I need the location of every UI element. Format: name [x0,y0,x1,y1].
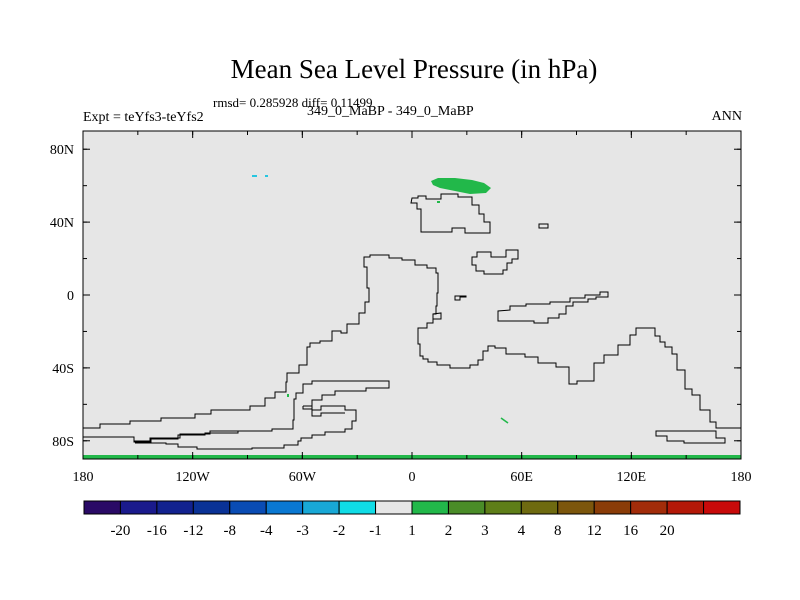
colorbar-swatch [557,500,595,515]
coastline-small-patch [432,312,442,320]
colorbar-swatch [593,500,632,515]
colorbar-swatch [83,500,121,515]
x-tick-label: 60E [510,470,533,485]
experiment-label: Expt = teYfs3-teYfs2 [83,110,204,125]
coastlines [82,193,741,450]
colorbar-swatch [484,500,522,515]
colorbar-label: -2 [333,523,346,539]
anomaly-patch-arctic [431,178,491,194]
anomaly-speck [252,175,257,177]
map-field-background [83,131,741,459]
colorbar-label: -4 [260,523,273,539]
axis-ticks: 180 120W 60W 0 60E 120E 180 80N 40N 0 40S 80S [50,131,752,485]
colorbar-swatch [447,500,486,515]
colorbar-swatch [192,500,231,515]
colorbar-swatch [338,500,377,515]
colorbar-label: 12 [587,523,602,539]
coastline-inner-loop-a [83,380,390,443]
anomaly-dot [287,394,289,397]
x-tick-label: 0 [409,470,416,485]
colorbar-label: -1 [369,523,382,539]
colorbar-label: 1 [408,523,416,539]
colorbar-swatch [411,500,449,515]
colorbar: -20 -16 -12 -8 -4 -3 -2 -1 1 2 3 4 8 12 16 20 [83,500,741,539]
x-tick-label: 120E [617,470,647,485]
coastline-small-island [538,223,549,229]
coastline-arctic-landmass [410,193,491,234]
x-tick-label: 180 [731,470,752,485]
coastline-east-island-chain [497,291,609,324]
y-tick-label: 40S [52,362,74,377]
colorbar-label: -8 [224,523,237,539]
y-tick-label: 80S [52,435,74,450]
colorbar-swatch [630,500,668,515]
y-tick-label: 80N [50,143,74,158]
colorbar-swatch [375,500,413,515]
statistics-label: rmsd= 0.285928 diff= 0.11499 [213,95,373,110]
season-label: ANN [711,109,742,124]
colorbar-swatch [229,500,267,515]
colorbar-label: 16 [623,523,639,539]
x-tick-label: 180 [73,470,94,485]
colorbar-label: 8 [554,523,562,539]
y-tick-label: 0 [67,289,74,304]
coastline-caribbean-islands [454,295,467,301]
colorbar-label: 3 [481,523,489,539]
colorbar-label: 20 [660,523,675,539]
colorbar-swatch [119,500,158,515]
colorbar-label: 2 [445,523,453,539]
colorbar-label: -20 [110,523,130,539]
coastline-far-east-tip [655,430,726,444]
coastline-peninsula-return [302,406,345,417]
anomaly-streak [500,417,509,424]
y-tick-label: 40N [50,216,74,231]
colorbar-swatch [156,500,194,515]
coastline-south-peninsula [135,405,357,450]
colorbar-swatch [520,500,559,515]
coastline-continent-west [82,254,741,429]
colorbar-label: 4 [518,523,526,539]
colorbar-swatch [265,500,304,515]
anomaly-speck [265,175,268,177]
plot-title: Mean Sea Level Pressure (in hPa) [230,54,598,84]
anomaly-dot [437,201,440,203]
colorbar-swatch [666,500,705,515]
coastline-inner-loop-b [133,430,238,442]
colorbar-label: -12 [183,523,203,539]
case-names-label: 349_0_MaBP - 349_0_MaBP [307,104,474,119]
x-tick-label: 120W [176,470,211,485]
colorbar-label: -16 [147,523,167,539]
colorbar-swatch [302,500,340,515]
colorbar-swatch [703,500,741,515]
negative-anomaly-layer [252,175,268,177]
colorbar-label: -3 [296,523,309,539]
x-tick-label: 60W [289,470,317,485]
coastline-east-basin [471,249,519,275]
